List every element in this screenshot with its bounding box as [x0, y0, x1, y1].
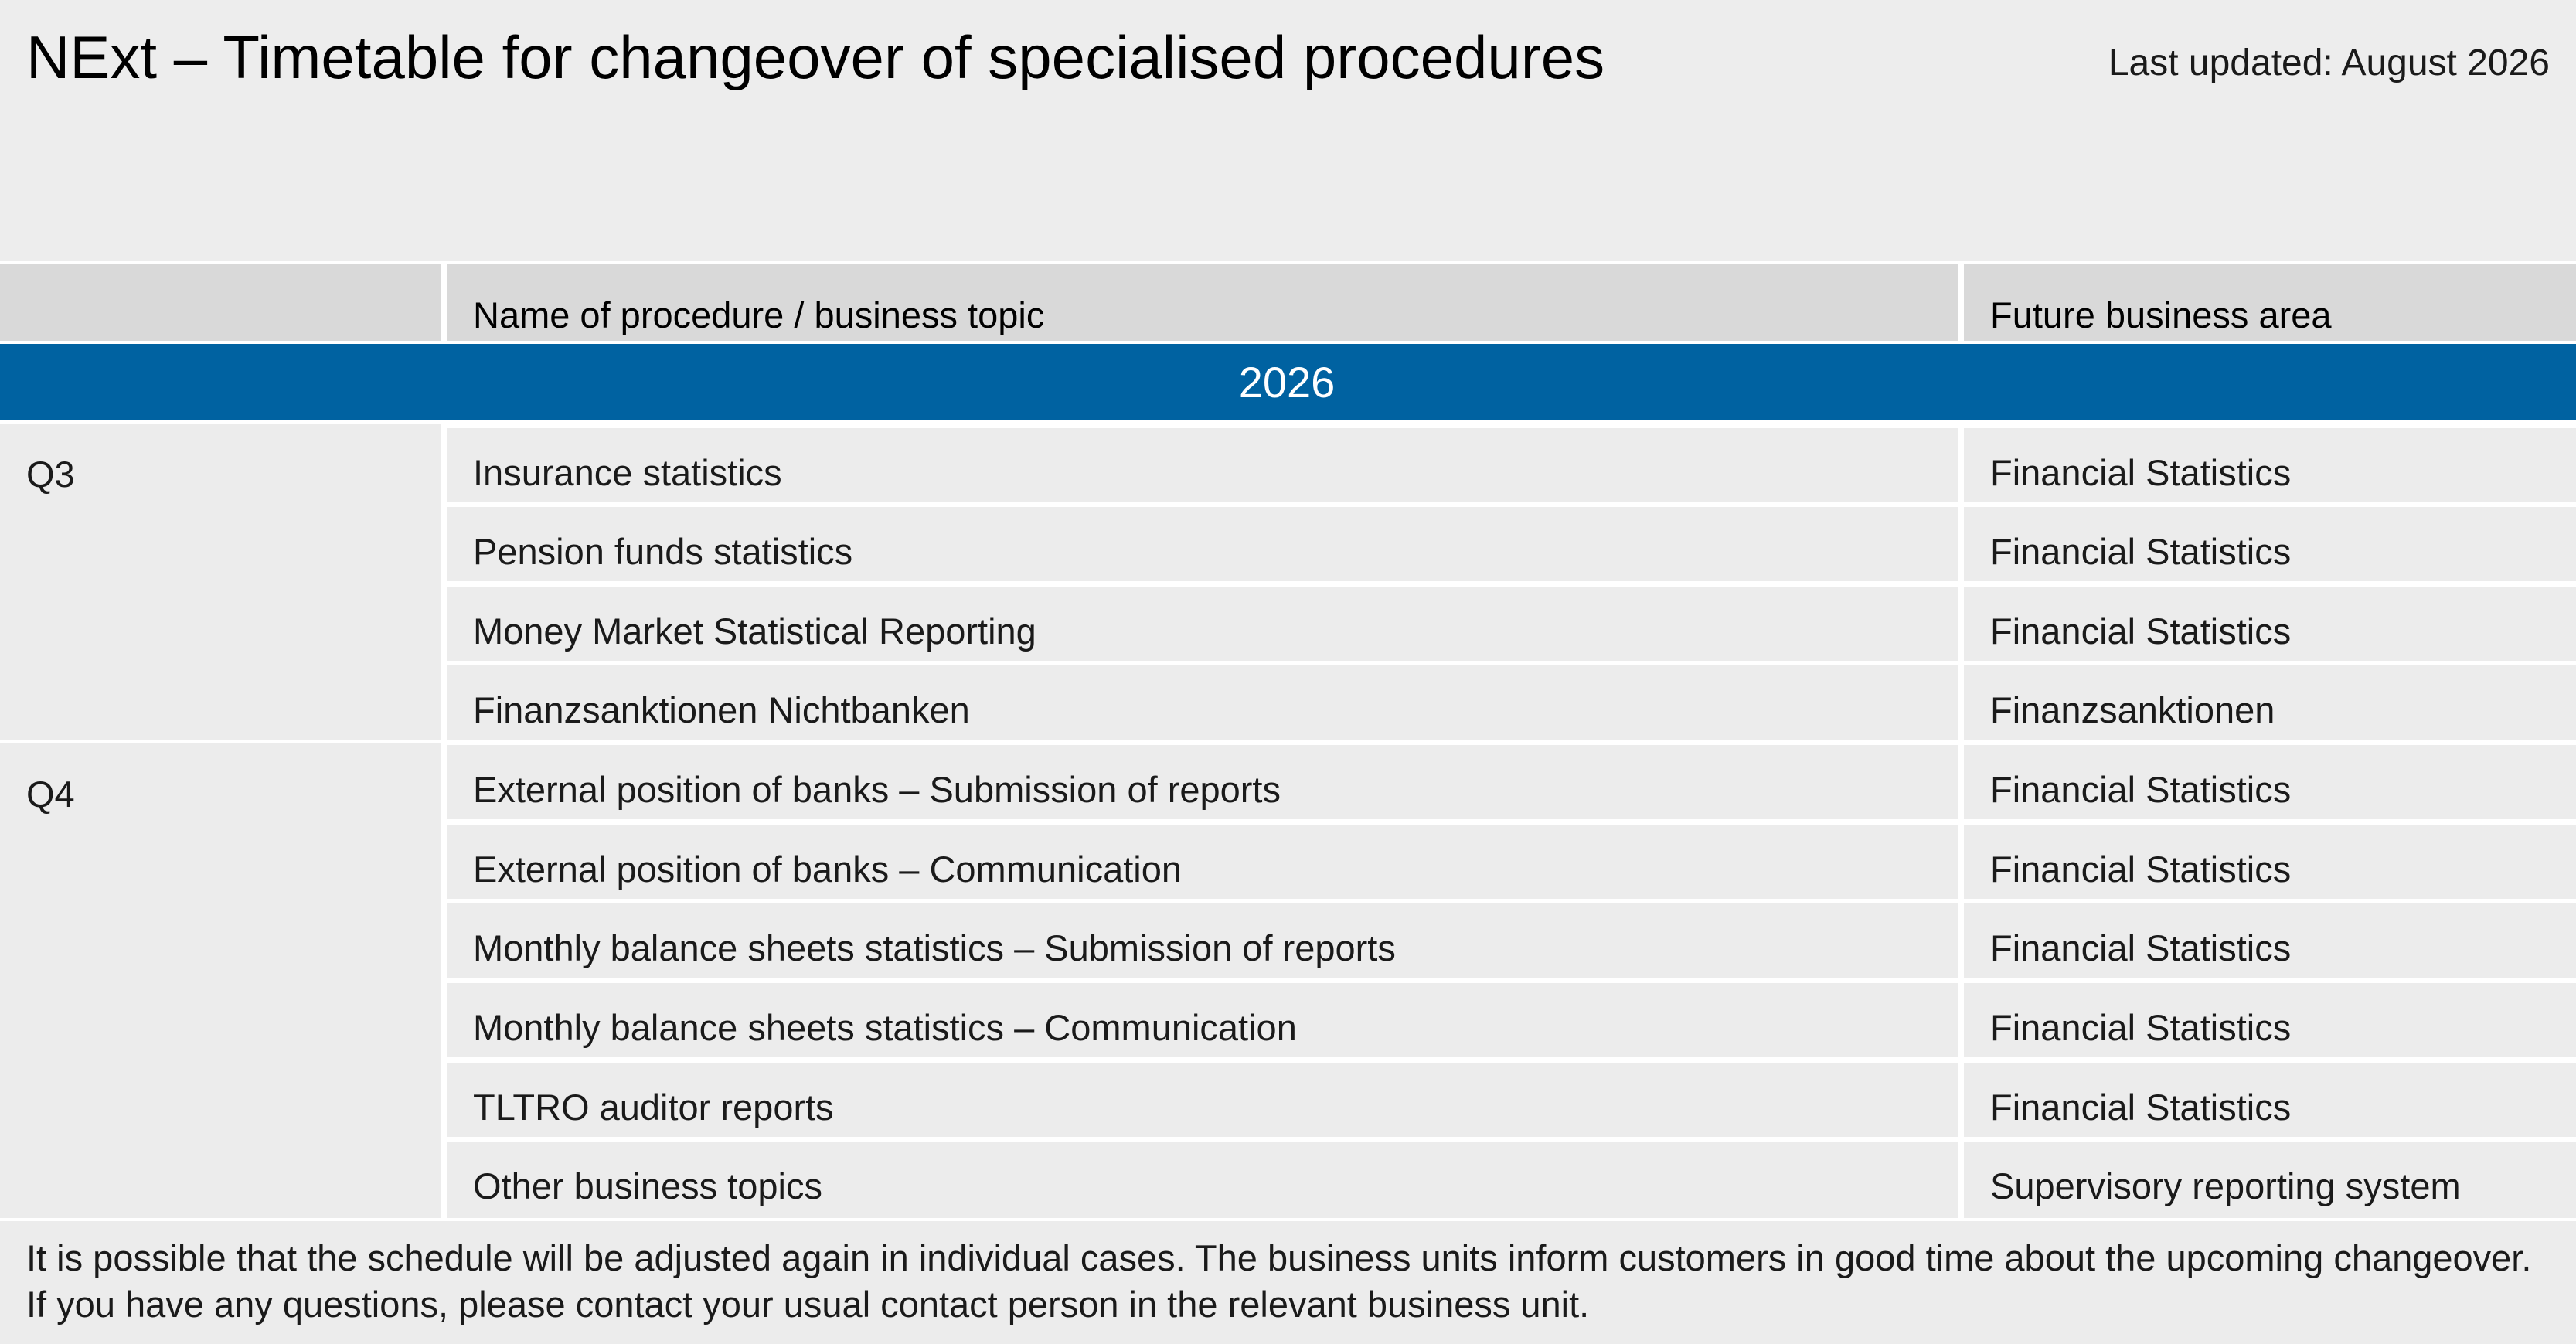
business-area-cell: Financial Statistics [1964, 983, 2576, 1057]
procedure-cell: Pension funds statistics [447, 507, 1958, 581]
year-band: 2026 [0, 344, 2576, 420]
business-area-cell: Financial Statistics [1964, 428, 2576, 502]
business-area-cell: Financial Statistics [1964, 587, 2576, 661]
footer-note-line: It is possible that the schedule will be… [26, 1237, 2532, 1278]
procedure-cell: External position of banks – Submission … [447, 745, 1958, 819]
footer-note-line: If you have any questions, please contac… [26, 1284, 1590, 1325]
column-header-quarter [0, 264, 441, 341]
column-header-business-area: Future business area [1964, 264, 2576, 341]
column-header-procedure: Name of procedure / business topic [447, 264, 1958, 341]
procedure-cell: Insurance statistics [447, 428, 1958, 502]
quarter-cell-q4: Q4 [0, 743, 441, 1218]
procedure-cell: Other business topics [447, 1142, 1958, 1218]
business-area-cell: Financial Statistics [1964, 1063, 2576, 1137]
quarter-cell-q3: Q3 [0, 424, 441, 740]
procedure-cell: External position of banks – Communicati… [447, 825, 1958, 899]
procedure-cell: Finanzsanktionen Nichtbanken [447, 665, 1958, 740]
business-area-cell: Finanzsanktionen [1964, 665, 2576, 740]
last-updated-label: Last updated: August 2026 [2108, 43, 2550, 83]
page-title: NExt – Timetable for changeover of speci… [26, 23, 1605, 91]
procedure-cell: Money Market Statistical Reporting [447, 587, 1958, 661]
business-area-cell: Supervisory reporting system [1964, 1142, 2576, 1218]
year-label: 2026 [1238, 358, 1336, 407]
procedure-cell: TLTRO auditor reports [447, 1063, 1958, 1137]
business-area-cell: Financial Statistics [1964, 825, 2576, 899]
footer-note: It is possible that the schedule will be… [0, 1221, 2576, 1344]
procedure-cell: Monthly balance sheets statistics – Subm… [447, 903, 1958, 978]
business-area-cell: Financial Statistics [1964, 745, 2576, 819]
business-area-cell: Financial Statistics [1964, 903, 2576, 978]
procedure-cell: Monthly balance sheets statistics – Comm… [447, 983, 1958, 1057]
business-area-cell: Financial Statistics [1964, 507, 2576, 581]
page-header: NExt – Timetable for changeover of speci… [0, 0, 2576, 261]
